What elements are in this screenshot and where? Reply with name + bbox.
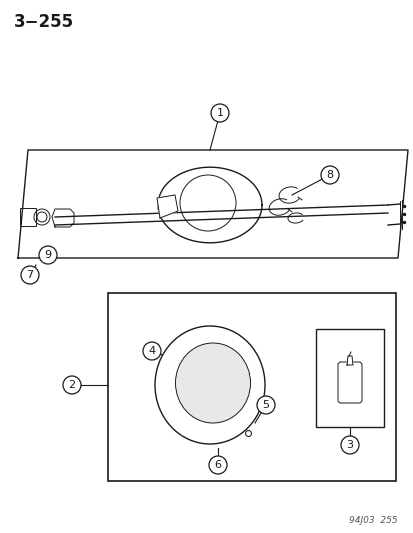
Text: 4: 4 [148, 346, 155, 356]
Text: 2: 2 [68, 380, 76, 390]
Polygon shape [157, 195, 178, 218]
Circle shape [39, 246, 57, 264]
Ellipse shape [175, 343, 250, 423]
Text: 3−255: 3−255 [14, 13, 74, 31]
Text: 5: 5 [262, 400, 269, 410]
Circle shape [209, 456, 226, 474]
FancyBboxPatch shape [337, 362, 361, 403]
Text: 8: 8 [325, 170, 333, 180]
Ellipse shape [154, 326, 264, 444]
Circle shape [142, 342, 161, 360]
Circle shape [256, 396, 274, 414]
Text: 7: 7 [26, 270, 33, 280]
Text: 9: 9 [44, 250, 52, 260]
Text: 6: 6 [214, 460, 221, 470]
Polygon shape [346, 356, 352, 365]
Circle shape [320, 166, 338, 184]
Text: 94J03  255: 94J03 255 [349, 516, 397, 525]
Circle shape [340, 436, 358, 454]
Text: 3: 3 [346, 440, 353, 450]
Circle shape [63, 376, 81, 394]
Circle shape [21, 266, 39, 284]
Circle shape [211, 104, 228, 122]
Text: 1: 1 [216, 108, 223, 118]
